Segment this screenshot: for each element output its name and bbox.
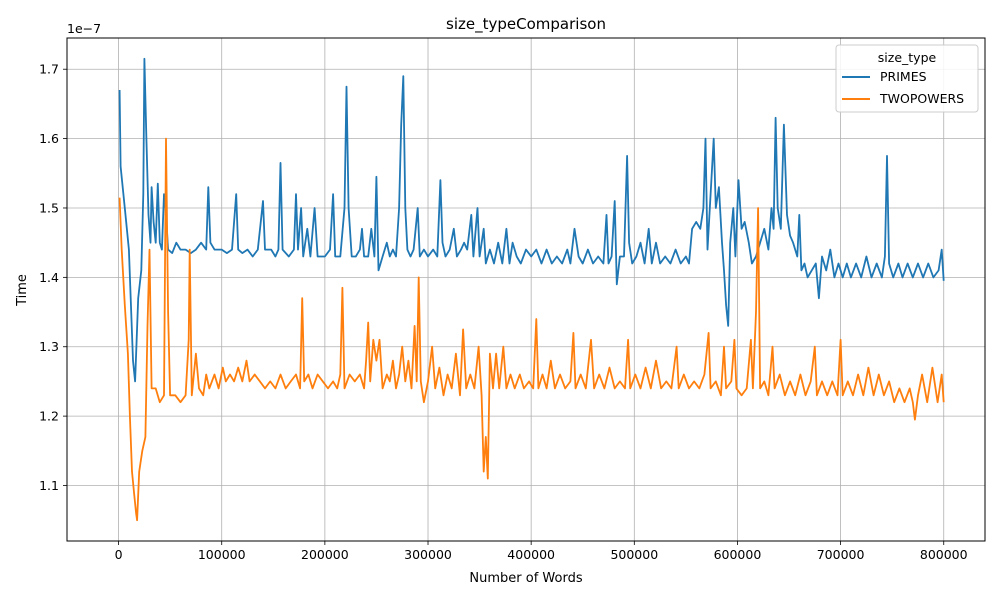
y-tick-label: 1.1 [39,478,59,493]
x-tick-label: 100000 [198,547,246,562]
x-tick-label: 500000 [610,547,658,562]
x-tick-label: 0 [115,547,123,562]
x-tick-label: 800000 [920,547,968,562]
x-tick-label: 300000 [404,547,452,562]
y-axis-scale-label: 1e−7 [67,21,101,36]
grid [67,38,985,541]
legend-title: size_type [878,50,937,65]
x-tick-label: 700000 [817,547,865,562]
x-axis-ticks: 0 100000 200000 300000 400000 500000 600000 700… [115,541,968,562]
y-axis-label: Time [15,274,30,307]
y-tick-label: 1.5 [39,200,59,215]
chart-title: size_typeComparison [446,15,606,34]
plot-frame [66,37,986,542]
y-tick-label: 1.4 [39,270,59,285]
legend: size_type PRIMES TWOPOWERS [835,44,979,113]
x-tick-label: 200000 [301,547,349,562]
series-line-primes [118,57,945,383]
y-tick-label: 1.3 [39,339,59,354]
legend-label-twopowers: TWOPOWERS [879,91,964,106]
series-line-twopowers [118,137,945,522]
legend-label-primes: PRIMES [880,69,927,84]
legend-box [835,44,979,113]
y-tick-label: 1.7 [39,62,59,77]
y-axis-ticks: 1.1 1.2 1.3 1.4 1.5 1.6 1.7 [39,62,67,493]
y-tick-label: 1.2 [39,409,59,424]
series-lines [118,57,945,522]
x-axis-label: Number of Words [469,571,582,586]
x-tick-label: 400000 [507,547,555,562]
y-tick-label: 1.6 [39,131,59,146]
x-tick-label: 600000 [714,547,762,562]
